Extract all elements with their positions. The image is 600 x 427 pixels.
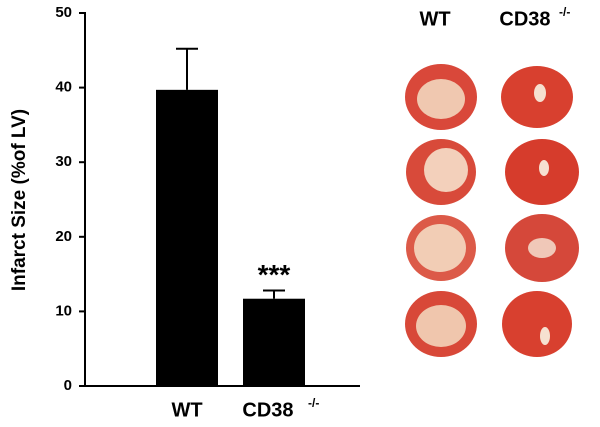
slice <box>502 291 572 357</box>
wt-slices <box>405 64 477 357</box>
y-tick-label: 40 <box>55 79 72 96</box>
x-tick-label: WT <box>171 399 202 421</box>
slice-infarct <box>416 305 466 347</box>
slice-lumen <box>540 327 550 345</box>
y-tick-label: 0 <box>64 377 72 394</box>
slice-lumen <box>534 84 546 102</box>
y-tick-label: 50 <box>55 4 72 21</box>
y-axis-label: Infarct Size (%of LV) <box>9 109 30 291</box>
x-tick-superscript: -/- <box>308 396 319 410</box>
slice-infarct <box>414 224 466 272</box>
annotation: *** <box>258 259 291 290</box>
ko-slices <box>501 66 579 357</box>
image-column-superscript: -/- <box>559 5 570 19</box>
y-tick-label: 10 <box>55 302 72 319</box>
bar <box>156 89 218 386</box>
heart-images: WT CD38 -/- <box>405 5 579 357</box>
slice-infarct <box>417 79 465 119</box>
slice-lumen <box>539 160 549 176</box>
slice-lumen <box>528 238 556 258</box>
y-tick-label: 20 <box>55 228 72 245</box>
slice-infarct <box>424 148 468 192</box>
x-tick-label: CD38 <box>242 399 293 421</box>
y-tick-label: 30 <box>55 153 72 170</box>
bar <box>243 298 305 386</box>
image-column-label: CD38 <box>499 8 550 30</box>
image-column-label: WT <box>419 8 450 30</box>
